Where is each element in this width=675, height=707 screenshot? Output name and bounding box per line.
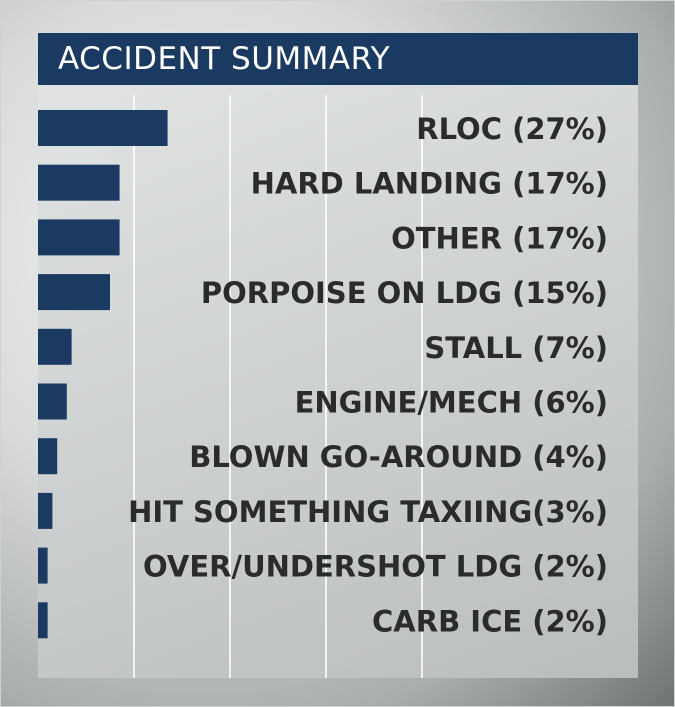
category-label: STALL (7%) <box>424 331 608 365</box>
chart-panel: RLOC (27%) HARD LANDING (17%) OTHER (17%) P… <box>38 33 638 678</box>
bar <box>38 110 168 146</box>
bar <box>38 547 48 584</box>
bar <box>38 328 72 365</box>
bar <box>38 438 58 475</box>
category-label: RLOC (27%) <box>416 112 608 146</box>
bar <box>38 383 67 420</box>
bar <box>38 602 48 639</box>
category-label: HARD LANDING (17%) <box>251 167 608 201</box>
bar <box>38 164 120 201</box>
bar <box>38 274 110 311</box>
category-label: BLOWN GO-AROUND (4%) <box>189 440 608 474</box>
bar-chart: RLOC (27%) HARD LANDING (17%) OTHER (17%) P… <box>38 95 608 678</box>
category-label: OVER/UNDERSHOT LDG (2%) <box>143 550 608 584</box>
bar <box>38 219 120 256</box>
category-labels: RLOC (27%) HARD LANDING (17%) OTHER (17%) P… <box>128 112 608 638</box>
grid-lines <box>133 95 423 678</box>
category-label: PORPOISE ON LDG (15%) <box>201 276 608 310</box>
category-label: OTHER (17%) <box>391 221 608 255</box>
bars <box>38 110 168 639</box>
chart-title: ACCIDENT SUMMARY <box>58 41 391 77</box>
category-label: HIT SOMETHING TAXIING(3%) <box>128 495 608 529</box>
category-label: CARB ICE (2%) <box>372 604 608 638</box>
bar <box>38 492 53 529</box>
category-label: ENGINE/MECH (6%) <box>295 386 608 420</box>
title-bar: ACCIDENT SUMMARY <box>38 33 638 85</box>
